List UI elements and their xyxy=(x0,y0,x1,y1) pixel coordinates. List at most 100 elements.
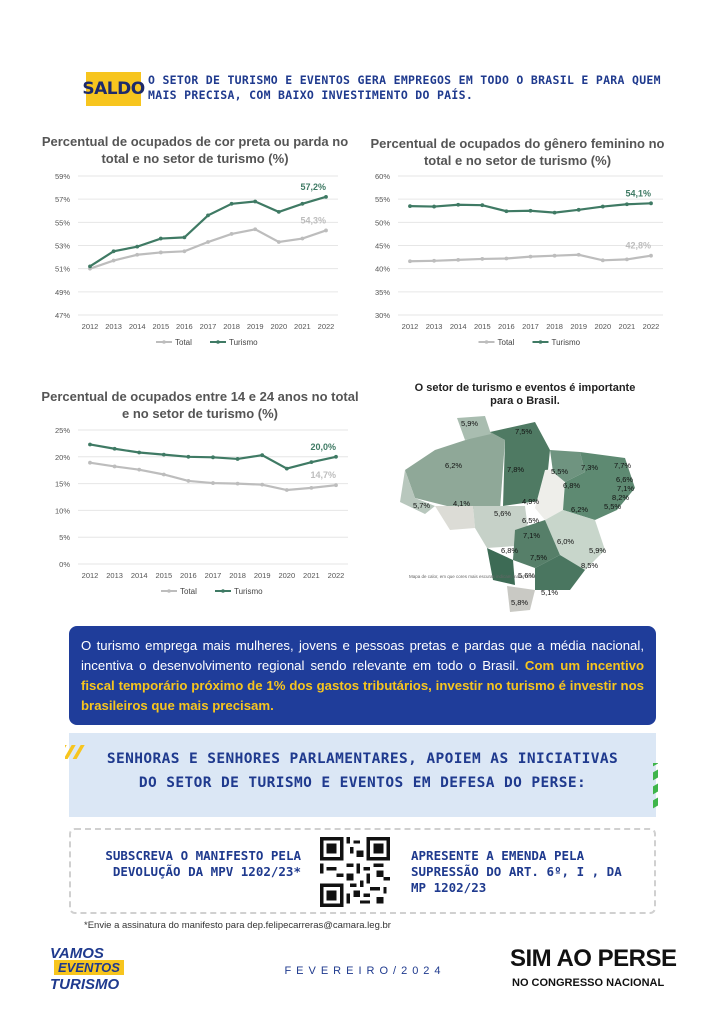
data-point xyxy=(186,454,191,459)
y-tick-label: 55% xyxy=(375,195,390,204)
map-label: 7,1% xyxy=(617,484,634,493)
data-point xyxy=(528,208,533,213)
data-point xyxy=(432,258,436,263)
x-tick-label: 2012 xyxy=(82,571,99,580)
footer-date: FEVEREIRO/2024 xyxy=(284,965,446,977)
end-value-label: 54,3% xyxy=(300,215,326,225)
data-point xyxy=(137,467,142,472)
vamos-eventos-turismo-logo: VAMOS EVENTOS TURISMO xyxy=(50,945,160,993)
data-point xyxy=(206,213,210,218)
manifesto-text: SUBSCREVA O MANIFESTO PELA DEVOLUÇÃO DA … xyxy=(105,848,301,879)
data-point xyxy=(112,446,117,451)
map-region-goias xyxy=(513,520,560,568)
data-point xyxy=(300,236,305,241)
map-region-ms xyxy=(487,548,515,585)
x-tick-label: 2013 xyxy=(106,571,123,580)
data-point xyxy=(182,235,187,240)
x-tick-label: 2022 xyxy=(328,571,345,580)
data-point xyxy=(158,250,163,255)
qr-code-icon[interactable] xyxy=(320,837,390,907)
appeal-line-2: DO SETOR DE TURISMO E EVENTOS EM DEFESA … xyxy=(138,775,587,791)
legend-marker xyxy=(167,589,171,593)
appeal-text: SENHORAS E SENHORES PARLAMENTARES, APOIE… xyxy=(69,747,656,795)
map-label: 7,3% xyxy=(581,463,598,472)
data-point xyxy=(456,257,461,262)
end-value-label: 14,7% xyxy=(310,470,336,480)
map-label: 8,5% xyxy=(581,561,598,570)
data-point xyxy=(88,442,92,447)
data-point xyxy=(625,257,629,262)
end-value-label: 20,0% xyxy=(310,442,336,452)
data-point xyxy=(309,460,314,465)
x-tick-label: 2014 xyxy=(131,571,148,580)
map-labels: 5,9% 7,5% 6,2% 7,8% 5,5% 7,3% 7,7% 6,6% … xyxy=(413,419,634,607)
x-tick-label: 2019 xyxy=(247,322,264,331)
map-label: 7,5% xyxy=(530,553,547,562)
map-region-para xyxy=(490,422,550,506)
map-label: 7,8% xyxy=(507,465,524,474)
map-label: 6,5% xyxy=(522,516,539,525)
data-point xyxy=(260,453,265,458)
x-tick-label: 2018 xyxy=(223,322,240,331)
map-region-rondonia xyxy=(435,506,475,530)
data-point xyxy=(88,264,92,269)
map-regions xyxy=(400,416,635,612)
action-box: SUBSCREVA O MANIFESTO PELA DEVOLUÇÃO DA … xyxy=(69,828,656,914)
x-tick-label: 2022 xyxy=(318,322,335,331)
map-label: 5,8% xyxy=(511,598,528,607)
map-label: 6,6% xyxy=(616,475,633,484)
data-point xyxy=(408,204,412,209)
data-point xyxy=(211,455,215,460)
map-label: 5,5% xyxy=(551,467,568,476)
x-tick-label: 2020 xyxy=(270,322,287,331)
x-tick-label: 2020 xyxy=(278,571,295,580)
map-label: 7,7% xyxy=(614,461,631,470)
chart1-title: Percentual de ocupados de cor preta ou p… xyxy=(41,134,349,166)
data-point xyxy=(649,253,653,258)
data-point xyxy=(408,259,412,264)
header-text: O SETOR DE TURISMO E EVENTOS GERA EMPREG… xyxy=(148,73,661,102)
data-point xyxy=(552,210,557,215)
y-tick-label: 47% xyxy=(55,311,70,320)
map-label: 6,2% xyxy=(571,505,588,514)
map-label: 6,8% xyxy=(563,481,580,490)
data-point xyxy=(480,257,485,261)
x-tick-label: 2014 xyxy=(450,322,467,331)
legend-label: Total xyxy=(180,587,197,596)
map-region-roraima xyxy=(457,416,491,440)
y-tick-label: 20% xyxy=(55,453,70,462)
legend-marker xyxy=(484,340,489,344)
x-tick-label: 2018 xyxy=(546,322,563,331)
data-point xyxy=(284,466,289,471)
x-tick-label: 2016 xyxy=(176,322,193,331)
data-point xyxy=(600,258,605,263)
map-region-sul xyxy=(507,586,535,612)
emenda-text: APRESENTE A EMENDA PELA SUPRESSÃO DO ART… xyxy=(411,848,622,895)
x-tick-label: 2019 xyxy=(254,571,271,580)
x-tick-label: 2017 xyxy=(205,571,222,580)
data-point xyxy=(88,460,92,465)
map-label: 5,7% xyxy=(413,501,430,510)
map-label: 6,8% xyxy=(501,546,518,555)
logo-word-1: VAMOS xyxy=(50,945,104,962)
data-point xyxy=(276,240,281,244)
stripe-decoration-right xyxy=(653,763,658,809)
x-tick-label: 2013 xyxy=(426,322,443,331)
data-point xyxy=(229,232,234,236)
data-point xyxy=(235,481,240,486)
y-tick-label: 59% xyxy=(55,172,70,181)
x-tick-label: 2022 xyxy=(643,322,660,331)
legend-marker xyxy=(162,340,166,344)
info-text: O turismo emprega mais mulheres, jovens … xyxy=(81,638,644,673)
map-label: 5,9% xyxy=(589,546,606,555)
data-point xyxy=(137,450,142,455)
data-point xyxy=(161,472,166,477)
data-point xyxy=(111,249,116,254)
end-value-label: 54,1% xyxy=(625,188,651,198)
logo-main-text: SIM AO PERSE xyxy=(510,945,677,972)
end-value-label: 42,8% xyxy=(625,241,651,251)
info-box: O turismo emprega mais mulheres, jovens … xyxy=(69,626,656,725)
data-point xyxy=(649,201,653,206)
y-tick-label: 49% xyxy=(55,288,70,297)
y-tick-label: 0% xyxy=(59,560,70,569)
